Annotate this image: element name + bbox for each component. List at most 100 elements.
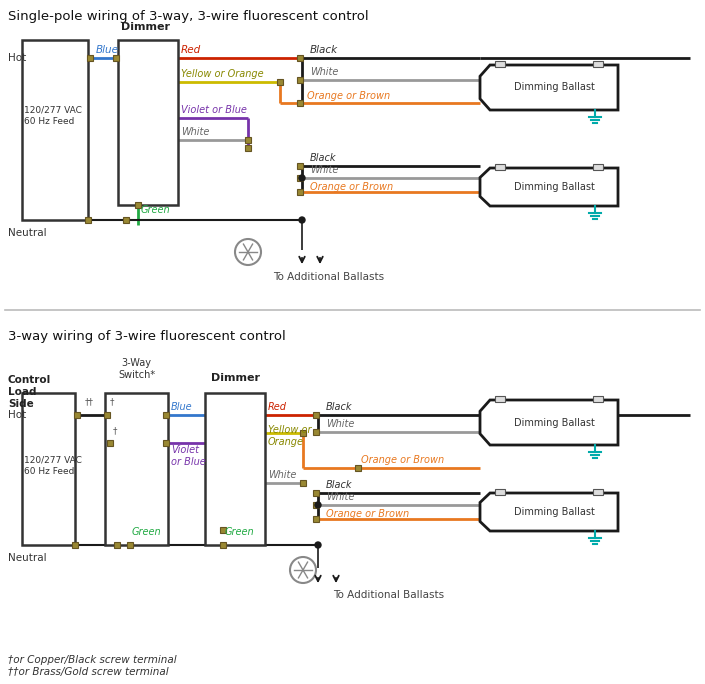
Text: Yellow or Orange: Yellow or Orange	[181, 69, 264, 79]
Bar	[495, 61, 505, 67]
Text: Control: Control	[8, 375, 51, 385]
Bar	[87, 55, 93, 61]
Bar	[163, 440, 169, 446]
Text: 3-Way
Switch*: 3-Way Switch*	[118, 358, 155, 380]
Text: 3-way wiring of 3-wire fluorescent control: 3-way wiring of 3-wire fluorescent contr…	[8, 330, 286, 343]
Text: Blue: Blue	[96, 45, 119, 55]
Text: Orange or Brown: Orange or Brown	[310, 182, 393, 192]
Bar	[313, 429, 319, 435]
Text: White: White	[310, 165, 338, 175]
Bar	[205, 393, 265, 545]
Text: Hot: Hot	[8, 53, 26, 63]
Text: 120/277 VAC: 120/277 VAC	[24, 456, 82, 464]
Bar	[127, 542, 133, 548]
Text: Green: Green	[225, 527, 255, 537]
Text: Load: Load	[8, 387, 37, 397]
Text: White: White	[310, 67, 338, 77]
Text: Dimming Ballast: Dimming Ballast	[513, 182, 594, 192]
Polygon shape	[480, 493, 618, 531]
Bar	[355, 465, 361, 471]
Bar	[300, 430, 306, 436]
Bar	[300, 480, 306, 486]
Circle shape	[299, 175, 305, 181]
Text: ††: ††	[85, 397, 94, 406]
Bar	[593, 164, 603, 170]
Bar	[495, 489, 505, 495]
Text: Green: Green	[132, 527, 161, 537]
Bar	[297, 189, 303, 195]
Text: Orange or Brown: Orange or Brown	[326, 509, 409, 519]
Text: Dimming Ballast: Dimming Ballast	[513, 417, 594, 428]
Bar	[593, 396, 603, 402]
Text: Neutral: Neutral	[8, 553, 47, 563]
Text: Red: Red	[181, 45, 201, 55]
Bar	[74, 412, 80, 418]
Text: Orange or Brown: Orange or Brown	[361, 455, 444, 465]
Text: To Additional Ballasts: To Additional Ballasts	[333, 590, 444, 600]
Text: †: †	[113, 426, 118, 435]
Bar	[22, 393, 75, 545]
Bar	[118, 40, 178, 205]
Bar	[313, 490, 319, 496]
Bar	[495, 164, 505, 170]
Text: Orange or Brown: Orange or Brown	[307, 91, 390, 101]
Bar	[107, 440, 113, 446]
Text: Green: Green	[141, 205, 171, 215]
Text: Dimming Ballast: Dimming Ballast	[513, 507, 594, 517]
Text: 120/277 VAC: 120/277 VAC	[24, 105, 82, 114]
Text: Yellow or
Orange: Yellow or Orange	[268, 425, 312, 447]
Bar	[85, 217, 91, 223]
Text: ††or Brass/Gold screw terminal: ††or Brass/Gold screw terminal	[8, 667, 168, 677]
Text: Black: Black	[310, 45, 338, 55]
Text: Violet
or Blue: Violet or Blue	[171, 445, 206, 466]
Text: Violet or Blue: Violet or Blue	[181, 105, 247, 115]
Bar	[593, 61, 603, 67]
Bar	[104, 412, 110, 418]
Bar	[220, 527, 226, 533]
Text: †: †	[110, 397, 114, 406]
Text: White: White	[181, 127, 209, 137]
Bar	[114, 542, 120, 548]
Bar	[105, 393, 168, 545]
Text: Black: Black	[326, 480, 352, 490]
Bar	[277, 79, 283, 85]
Text: †or Copper/Black screw terminal: †or Copper/Black screw terminal	[8, 655, 177, 665]
Text: Red: Red	[268, 402, 287, 412]
Bar	[163, 412, 169, 418]
Text: 60 Hz Feed: 60 Hz Feed	[24, 466, 74, 475]
Bar	[495, 396, 505, 402]
Polygon shape	[480, 65, 618, 110]
Circle shape	[315, 502, 321, 508]
Bar	[135, 202, 141, 208]
Text: Hot: Hot	[8, 410, 26, 420]
Text: White: White	[326, 492, 355, 502]
Circle shape	[315, 542, 321, 548]
Bar	[22, 40, 88, 220]
Bar	[123, 217, 129, 223]
Bar	[297, 175, 303, 181]
Bar	[297, 77, 303, 83]
Text: Dimming Ballast: Dimming Ballast	[513, 83, 594, 92]
Circle shape	[299, 217, 305, 223]
Text: Black: Black	[326, 402, 352, 412]
Text: 60 Hz Feed: 60 Hz Feed	[24, 116, 74, 125]
Text: White: White	[268, 470, 296, 480]
Text: Side: Side	[8, 399, 34, 409]
Circle shape	[235, 239, 261, 265]
Bar	[313, 412, 319, 418]
Bar	[297, 55, 303, 61]
Bar	[72, 542, 78, 548]
Bar	[297, 163, 303, 169]
Bar	[220, 542, 226, 548]
Bar	[313, 502, 319, 508]
Bar	[313, 516, 319, 522]
Text: Dimmer: Dimmer	[211, 373, 259, 383]
Text: Dimmer: Dimmer	[121, 22, 170, 32]
Bar	[113, 55, 119, 61]
Bar	[593, 489, 603, 495]
Polygon shape	[480, 400, 618, 445]
Polygon shape	[480, 168, 618, 206]
Text: Blue: Blue	[171, 402, 192, 412]
Text: White: White	[326, 419, 355, 429]
Bar	[245, 145, 251, 151]
